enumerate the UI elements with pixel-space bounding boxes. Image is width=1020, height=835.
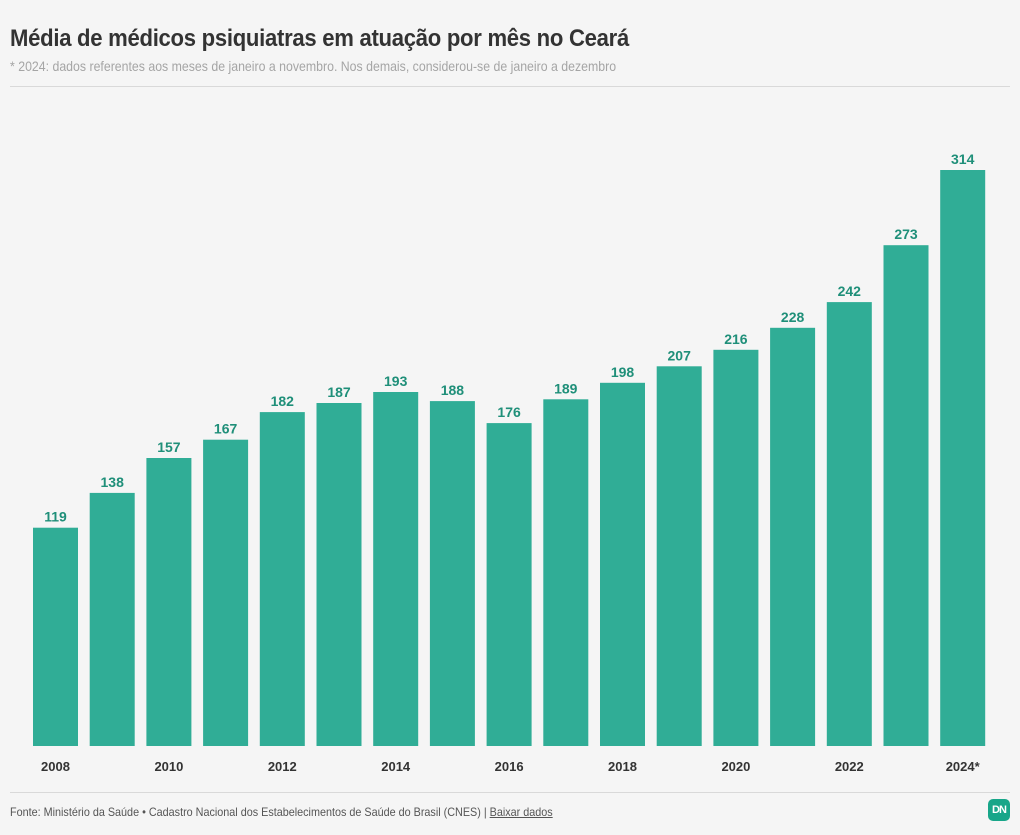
value-label-2008: 119 bbox=[44, 509, 67, 525]
x-tick-label-2016: 2016 bbox=[495, 759, 524, 774]
header-divider bbox=[10, 86, 1010, 87]
bar-chart: 119 2008 138 157 2010 167 182 2012 187 193 2014 188… bbox=[33, 151, 986, 774]
bar-2016 bbox=[486, 423, 532, 746]
value-label-2012: 182 bbox=[271, 393, 295, 409]
source-footer: Fonte: Ministério da Saúde • Cadastro Na… bbox=[10, 804, 553, 820]
x-tick-label-2008: 2008 bbox=[41, 759, 70, 774]
bar-2009 bbox=[89, 492, 135, 746]
value-label-2023: 273 bbox=[894, 226, 918, 242]
dn-logo: DN bbox=[988, 799, 1010, 821]
value-label-2020: 216 bbox=[724, 331, 748, 347]
bar-2013 bbox=[316, 403, 362, 746]
bar-2014 bbox=[373, 392, 419, 746]
x-tick-label-2024*: 2024* bbox=[946, 759, 981, 774]
bar-2023 bbox=[883, 245, 929, 746]
value-label-2018: 198 bbox=[611, 364, 635, 380]
chart-subtitle: * 2024: dados referentes aos meses de ja… bbox=[10, 58, 617, 74]
value-label-2016: 176 bbox=[497, 404, 521, 420]
bar-2010 bbox=[146, 458, 192, 746]
value-label-2015: 188 bbox=[441, 382, 465, 398]
value-label-2009: 138 bbox=[101, 474, 125, 490]
x-tick-label-2022: 2022 bbox=[835, 759, 864, 774]
footer-divider bbox=[10, 792, 1010, 793]
bar-2022 bbox=[826, 302, 872, 746]
chart-title: Média de médicos psiquiatras em atuação … bbox=[10, 25, 629, 52]
bar-2024* bbox=[940, 170, 986, 746]
x-tick-label-2014: 2014 bbox=[381, 759, 411, 774]
value-label-2021: 228 bbox=[781, 309, 805, 325]
bar-2012 bbox=[259, 412, 305, 746]
bar-2019 bbox=[656, 366, 702, 746]
download-data-link[interactable]: Baixar dados bbox=[489, 805, 553, 819]
source-text: Fonte: Ministério da Saúde • Cadastro Na… bbox=[10, 805, 490, 819]
value-label-2014: 193 bbox=[384, 373, 408, 389]
x-tick-label-2010: 2010 bbox=[154, 759, 183, 774]
value-label-2024*: 314 bbox=[951, 151, 975, 167]
bar-2018 bbox=[600, 382, 645, 746]
value-label-2013: 187 bbox=[327, 384, 351, 400]
bar-2008 bbox=[33, 527, 78, 746]
x-tick-label-2018: 2018 bbox=[608, 759, 637, 774]
bar-2015 bbox=[429, 401, 475, 746]
bar-2017 bbox=[543, 399, 589, 746]
value-label-2017: 189 bbox=[554, 380, 578, 396]
chart-header: Média de médicos psiquiatras em atuação … bbox=[10, 24, 1010, 75]
value-label-2010: 157 bbox=[157, 439, 181, 455]
bar-2020 bbox=[713, 349, 759, 746]
value-label-2019: 207 bbox=[668, 347, 692, 363]
value-label-2022: 242 bbox=[838, 283, 862, 299]
bar-2021 bbox=[770, 327, 816, 746]
x-tick-label-2020: 2020 bbox=[721, 759, 750, 774]
x-tick-label-2012: 2012 bbox=[268, 759, 297, 774]
bar-2011 bbox=[203, 439, 249, 746]
value-label-2011: 167 bbox=[214, 421, 238, 437]
